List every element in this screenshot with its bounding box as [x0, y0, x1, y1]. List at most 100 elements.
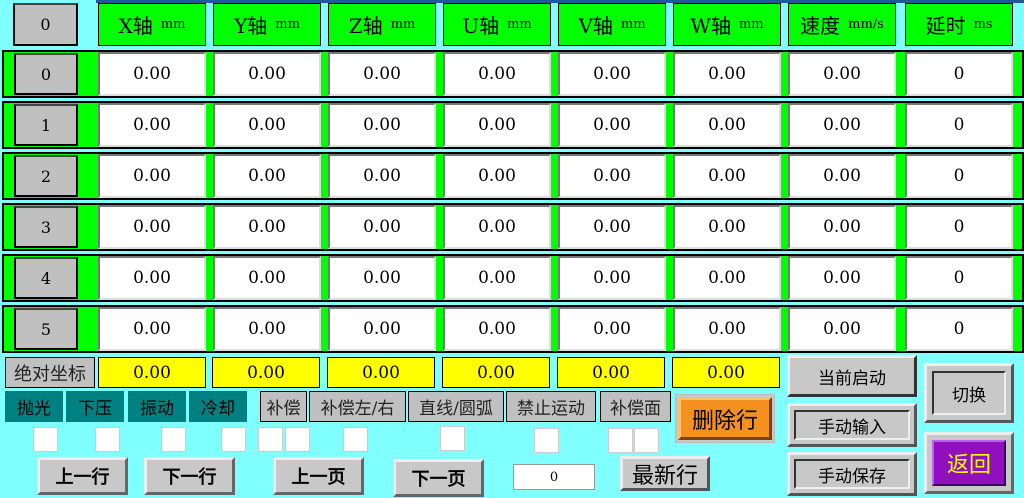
row-value-field[interactable]: 0.00 [788, 307, 896, 351]
indicator-checkbox[interactable] [285, 427, 310, 452]
row-value-field[interactable]: 0.00 [673, 307, 781, 351]
row-value-field[interactable]: 0.00 [673, 256, 781, 300]
row-value-field[interactable]: 0.00 [328, 52, 436, 96]
option-button[interactable]: 直线/圆弧 [408, 391, 504, 422]
row-value-field[interactable]: 0.00 [673, 154, 781, 198]
header-index-button[interactable]: 0 [13, 3, 78, 46]
manual-input-button[interactable]: 手动输入 [787, 403, 917, 447]
row-value-field[interactable]: 0.00 [328, 154, 436, 198]
indicator-checkbox[interactable] [608, 428, 633, 453]
row-value-field[interactable]: 0.00 [673, 205, 781, 249]
switch-button[interactable]: 切换 [924, 363, 1014, 423]
row-value-field[interactable]: 0.00 [213, 52, 321, 96]
row-value-field[interactable]: 0.00 [788, 103, 896, 147]
row-value-field[interactable]: 0.00 [558, 205, 666, 249]
latest-row-button[interactable]: 最新行 [620, 456, 710, 491]
row-value-field[interactable]: 0.00 [558, 256, 666, 300]
row-value-field[interactable]: 0.00 [558, 52, 666, 96]
indicator-checkbox[interactable] [440, 426, 465, 451]
row-value-field[interactable]: 0.00 [558, 307, 666, 351]
row-value-field[interactable]: 0 [905, 307, 1013, 351]
row-value-field[interactable]: 0.00 [558, 154, 666, 198]
indicator-checkbox[interactable] [221, 427, 246, 452]
row-index-button[interactable]: 4 [14, 257, 78, 299]
row-value-field[interactable]: 0 [905, 205, 1013, 249]
indicator-checkbox[interactable] [95, 427, 120, 452]
row-value-field[interactable]: 0.00 [213, 103, 321, 147]
manual-save-label: 手动保存 [794, 459, 910, 489]
flag-label: 抛光 [5, 391, 63, 422]
row-value-field[interactable]: 0.00 [328, 307, 436, 351]
indicator-checkbox[interactable] [534, 428, 559, 453]
row-value-field[interactable]: 0.00 [98, 52, 206, 96]
row-index-button[interactable]: 1 [14, 104, 78, 146]
back-button[interactable]: 返回 [924, 432, 1014, 494]
row-value-field[interactable]: 0.00 [98, 307, 206, 351]
option-button[interactable]: 禁止运动 [506, 391, 596, 422]
row-value-field[interactable]: 0.00 [98, 103, 206, 147]
column-unit: mm [507, 17, 532, 32]
current-start-button[interactable]: 当前启动 [787, 355, 917, 397]
row-value-field[interactable]: 0.00 [788, 154, 896, 198]
row-value-field[interactable]: 0.00 [98, 205, 206, 249]
row-value-field[interactable]: 0 [905, 256, 1013, 300]
row-value-field[interactable]: 0.00 [443, 103, 551, 147]
row-value-field[interactable]: 0.00 [213, 307, 321, 351]
indicator-checkbox[interactable] [161, 427, 186, 452]
row-value-field[interactable]: 0.00 [443, 205, 551, 249]
column-header: 速度 mm/s [788, 3, 896, 46]
row-value-field[interactable]: 0.00 [98, 256, 206, 300]
row-value-field[interactable]: 0.00 [98, 154, 206, 198]
column-name: V轴 [578, 14, 613, 38]
row-value-field[interactable]: 0.00 [213, 256, 321, 300]
indicator-checkbox[interactable] [343, 427, 368, 452]
flag-label: 冷却 [189, 391, 247, 422]
row-value-field[interactable]: 0.00 [213, 205, 321, 249]
option-button[interactable]: 补偿面 [600, 391, 671, 422]
row-value-field[interactable]: 0.00 [558, 103, 666, 147]
row-value-field[interactable]: 0.00 [788, 52, 896, 96]
option-button[interactable]: 补偿 [260, 391, 307, 422]
row-value-field[interactable]: 0 [905, 154, 1013, 198]
column-header: 延时 ms [905, 3, 1013, 46]
row-value-field[interactable]: 0 [905, 103, 1013, 147]
row-value-field[interactable]: 0.00 [328, 103, 436, 147]
row-value-field[interactable]: 0.00 [328, 256, 436, 300]
title-bar [96, 0, 1024, 3]
page-input[interactable]: 0 [513, 464, 595, 490]
option-button[interactable]: 补偿左/右 [309, 391, 406, 422]
column-header: U轴 mm [443, 3, 551, 46]
switch-label: 切换 [932, 371, 1006, 415]
manual-input-label: 手动输入 [794, 410, 910, 440]
row-index-button[interactable]: 2 [14, 155, 78, 197]
row-index-button[interactable]: 3 [14, 206, 78, 248]
row-value-field[interactable]: 0.00 [213, 154, 321, 198]
column-name: Z轴 [348, 14, 383, 38]
indicator-checkbox[interactable] [634, 428, 659, 453]
column-unit: mm [738, 17, 764, 32]
back-label: 返回 [932, 440, 1006, 486]
row-value-field[interactable]: 0.00 [673, 52, 781, 96]
next-row-button[interactable]: 下一行 [144, 457, 235, 495]
delete-row-label: 删除行 [678, 397, 772, 440]
manual-save-button[interactable]: 手动保存 [787, 452, 917, 496]
row-value-field[interactable]: 0 [905, 52, 1013, 96]
row-value-field[interactable]: 0.00 [443, 256, 551, 300]
indicator-checkbox[interactable] [33, 427, 58, 452]
row-value-field[interactable]: 0.00 [788, 256, 896, 300]
prev-row-button[interactable]: 上一行 [37, 457, 128, 495]
row-index-button[interactable]: 0 [14, 53, 78, 95]
row-value-field[interactable]: 0.00 [443, 52, 551, 96]
prev-page-button[interactable]: 上一页 [273, 457, 364, 495]
row-index-button[interactable]: 5 [14, 308, 78, 350]
column-name: Y轴 [234, 14, 268, 38]
row-value-field[interactable]: 0.00 [788, 205, 896, 249]
row-value-field[interactable]: 0.00 [443, 307, 551, 351]
delete-row-button[interactable]: 删除行 [675, 394, 775, 443]
row-value-field[interactable]: 0.00 [443, 154, 551, 198]
indicator-checkbox[interactable] [258, 427, 283, 452]
next-page-button[interactable]: 下一页 [393, 459, 484, 497]
row-value-field[interactable]: 0.00 [673, 103, 781, 147]
row-value-field[interactable]: 0.00 [328, 205, 436, 249]
